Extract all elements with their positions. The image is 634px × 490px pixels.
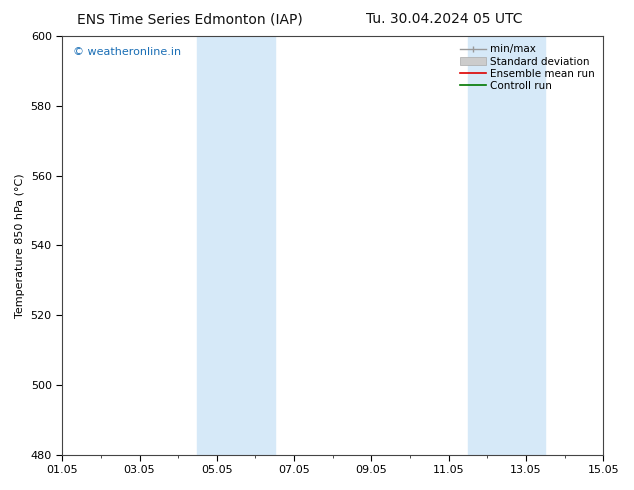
- Legend: min/max, Standard deviation, Ensemble mean run, Controll run: min/max, Standard deviation, Ensemble me…: [456, 41, 598, 94]
- Bar: [468, 36, 545, 455]
- Text: Tu. 30.04.2024 05 UTC: Tu. 30.04.2024 05 UTC: [366, 12, 522, 26]
- Bar: [197, 36, 275, 455]
- Text: ENS Time Series Edmonton (IAP): ENS Time Series Edmonton (IAP): [77, 12, 303, 26]
- Text: © weatheronline.in: © weatheronline.in: [73, 47, 181, 57]
- Y-axis label: Temperature 850 hPa (°C): Temperature 850 hPa (°C): [15, 173, 25, 318]
